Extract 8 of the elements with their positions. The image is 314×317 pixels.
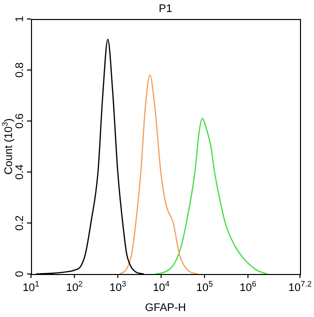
y-tick-label: 1 (14, 16, 26, 22)
x-axis-title: GFAP-H (145, 302, 186, 314)
y-tick-label: 0.6 (14, 113, 26, 129)
y-tick-label: 0.4 (14, 164, 26, 180)
y-tick-label: 0 (14, 270, 26, 278)
y-tick-label: 0.2 (14, 215, 26, 231)
y-tick-label: 0.8 (14, 62, 26, 78)
chart-title: P1 (158, 3, 172, 15)
